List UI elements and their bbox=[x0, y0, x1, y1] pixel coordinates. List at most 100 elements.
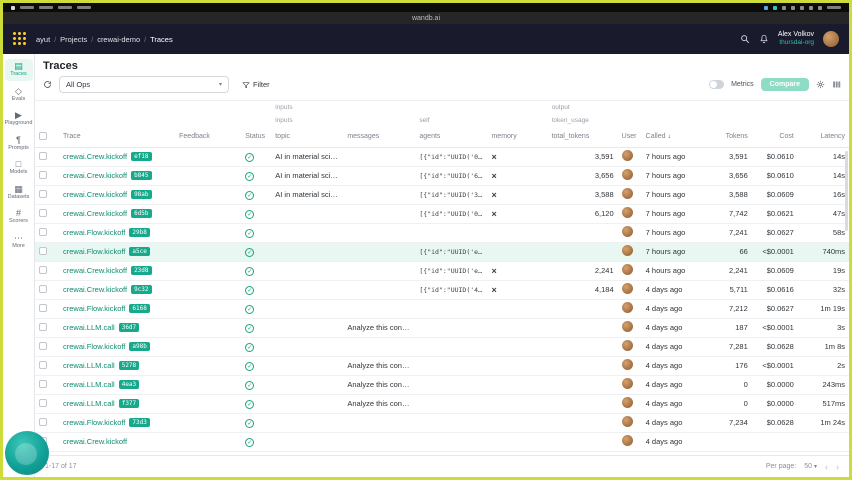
trace-row[interactable]: crewai.Flow.kickoff 73d3 ✓ 4 days ago 7,234 $… bbox=[35, 413, 849, 433]
ops-filter-select[interactable]: All Ops ▾ bbox=[59, 76, 229, 93]
col-header-memory[interactable]: memory bbox=[487, 127, 548, 148]
trace-row[interactable]: crewai.LLM.call 4ea3 ✓ Analyze this conten.… bbox=[35, 375, 849, 395]
col-header-agents[interactable]: agents bbox=[415, 127, 488, 148]
memory-cell bbox=[487, 413, 548, 433]
tokens-cell: 7,281 bbox=[703, 337, 752, 357]
row-checkbox[interactable] bbox=[39, 265, 47, 274]
col-header-messages[interactable]: messages bbox=[343, 127, 416, 148]
row-checkbox[interactable] bbox=[39, 341, 47, 350]
called-cell: 4 hours ago bbox=[641, 261, 704, 281]
sidebar-item-datasets[interactable]: ▦ Datasets bbox=[5, 182, 33, 204]
trace-link[interactable]: crewai.Flow.kickoff bbox=[63, 247, 126, 256]
trace-link[interactable]: crewai.Crew.kickoff bbox=[63, 285, 128, 294]
sidebar-item-evals[interactable]: ◇ Evals bbox=[5, 84, 33, 106]
col-header-total-tokens[interactable]: total_tokens bbox=[547, 127, 618, 148]
trace-link[interactable]: crewai.LLM.call bbox=[63, 380, 115, 389]
trace-link[interactable]: crewai.LLM.call bbox=[63, 399, 115, 408]
sidebar-item-more[interactable]: ⋯ More bbox=[5, 231, 33, 253]
refresh-icon[interactable] bbox=[43, 80, 52, 89]
breadcrumb-projects[interactable]: Projects bbox=[50, 35, 87, 44]
row-checkbox[interactable] bbox=[39, 189, 47, 198]
row-checkbox[interactable] bbox=[39, 170, 47, 179]
trace-link[interactable]: crewai.Crew.kickoff bbox=[63, 190, 128, 199]
sidebar-item-playground[interactable]: ▶ Playground bbox=[5, 108, 33, 130]
row-checkbox[interactable] bbox=[39, 417, 47, 426]
trace-link[interactable]: crewai.Crew.kickoff bbox=[63, 152, 128, 161]
trace-link[interactable]: crewai.Crew.kickoff bbox=[63, 171, 128, 180]
trace-link[interactable]: crewai.Crew.kickoff bbox=[63, 209, 128, 218]
cost-cell: <$0.0001 bbox=[751, 242, 798, 262]
trace-row[interactable]: crewai.Crew.kickoff b845 ✓ AI in material s… bbox=[35, 166, 849, 186]
trace-link[interactable]: crewai.Crew.kickoff bbox=[63, 266, 128, 275]
table-scrollbar[interactable] bbox=[845, 151, 848, 231]
trace-row[interactable]: crewai.Flow.kickoff 6168 ✓ 4 days ago 7,212 $… bbox=[35, 299, 849, 319]
trace-link[interactable]: crewai.LLM.call bbox=[63, 323, 115, 332]
col-header-tokens[interactable]: Tokens bbox=[703, 127, 752, 148]
trace-link[interactable]: crewai.Flow.kickoff bbox=[63, 228, 126, 237]
col-header-called[interactable]: Called ↓ bbox=[641, 127, 704, 148]
status-cell: ✓ bbox=[241, 166, 272, 186]
metrics-toggle[interactable] bbox=[709, 80, 725, 89]
col-header-user[interactable]: User bbox=[617, 127, 642, 148]
trace-row[interactable]: crewai.Crew.kickoff 98ab ✓ AI in material s… bbox=[35, 185, 849, 205]
trace-row[interactable]: crewai.Flow.kickoff 29b8 ✓ 7 hours ago 7,241… bbox=[35, 223, 849, 243]
col-header-cost[interactable]: Cost bbox=[751, 127, 798, 148]
cost-cell: $0.0000 bbox=[751, 394, 798, 414]
select-all-checkbox[interactable] bbox=[39, 131, 47, 140]
trace-row[interactable]: crewai.LLM.call 5278 ✓ Analyze this conten.… bbox=[35, 356, 849, 376]
sidebar-item-prompts[interactable]: ¶ Prompts bbox=[5, 133, 33, 155]
wandb-logo-icon[interactable] bbox=[13, 31, 28, 47]
col-header-trace[interactable]: Trace bbox=[59, 127, 176, 148]
row-checkbox[interactable] bbox=[39, 322, 47, 331]
trace-row[interactable]: crewai.Crew.kickoff 23d8 ✓ [{"id":"UUID('e8… bbox=[35, 261, 849, 281]
col-header-latency[interactable]: Latency bbox=[797, 127, 849, 148]
user-avatar[interactable] bbox=[823, 31, 839, 47]
next-page-icon[interactable]: › bbox=[836, 461, 839, 472]
trace-row[interactable]: crewai.LLM.call f377 ✓ Analyze this conten.… bbox=[35, 394, 849, 414]
row-checkbox[interactable] bbox=[39, 151, 47, 160]
status-cell: ✓ bbox=[241, 299, 272, 319]
row-checkbox[interactable] bbox=[39, 360, 47, 369]
row-checkbox[interactable] bbox=[39, 303, 47, 312]
breadcrumb-project[interactable]: crewai-demo bbox=[87, 35, 140, 44]
trace-row[interactable]: crewai.Crew.kickoff 6d5b ✓ [{"id":"UUID('04… bbox=[35, 204, 849, 224]
columns-grid-icon[interactable] bbox=[832, 80, 841, 89]
trace-row[interactable]: crewai.Crew.kickoff 9c32 ✓ [{"id":"UUID('45… bbox=[35, 280, 849, 300]
row-checkbox[interactable] bbox=[39, 227, 47, 236]
trace-row[interactable]: crewai.Flow.kickoff a98b ✓ 4 days ago 7,281 $… bbox=[35, 337, 849, 357]
user-info[interactable]: Alex Volkov thursdai-org bbox=[778, 31, 814, 47]
row-checkbox[interactable] bbox=[39, 246, 47, 255]
filter-button[interactable]: Filter bbox=[236, 76, 276, 93]
sidebar-item-scorers[interactable]: # Scorers bbox=[5, 206, 33, 228]
compare-button[interactable]: Compare bbox=[760, 78, 809, 91]
settings-gear-icon[interactable] bbox=[816, 80, 825, 89]
col-header-topic[interactable]: topic bbox=[271, 127, 344, 148]
tokens-cell: 7,234 bbox=[703, 413, 752, 433]
row-checkbox[interactable] bbox=[39, 398, 47, 407]
messages-cell bbox=[343, 337, 416, 357]
breadcrumb-entity[interactable]: ayut bbox=[36, 34, 51, 44]
trace-row[interactable]: crewai.Crew.kickoff ef18 ✓ AI in material s… bbox=[35, 147, 849, 167]
trace-row[interactable]: crewai.Crew.kickoff ✓ 4 days ago bbox=[35, 432, 849, 452]
trace-link[interactable]: crewai.Flow.kickoff bbox=[63, 342, 126, 351]
feedback-cell bbox=[175, 204, 242, 224]
trace-row[interactable]: crewai.LLM.call 36d7 ✓ Analyze this conten.… bbox=[35, 318, 849, 338]
row-checkbox[interactable] bbox=[39, 284, 47, 293]
trace-link[interactable]: crewai.LLM.call bbox=[63, 361, 115, 370]
sidebar-item-models[interactable]: □ Models bbox=[5, 157, 33, 179]
col-header-status[interactable]: Status bbox=[241, 127, 272, 148]
col-header-feedback[interactable]: Feedback bbox=[175, 127, 242, 148]
trace-link[interactable]: crewai.Flow.kickoff bbox=[63, 304, 126, 313]
trace-row[interactable]: crewai.Flow.kickoff a5ce ✓ [{"id":"UUID('e8… bbox=[35, 242, 849, 262]
trace-link[interactable]: crewai.Crew.kickoff bbox=[63, 437, 128, 446]
row-checkbox[interactable] bbox=[39, 379, 47, 388]
prev-page-icon[interactable]: ‹ bbox=[825, 461, 828, 472]
agents-cell: [{"id":"UUID('37bf6... bbox=[415, 185, 488, 205]
trace-link[interactable]: crewai.Flow.kickoff bbox=[63, 418, 126, 427]
cost-cell: $0.0610 bbox=[751, 147, 798, 167]
per-page-select[interactable]: 50 ▾ bbox=[804, 463, 817, 470]
notifications-bell-icon[interactable] bbox=[759, 34, 769, 44]
search-icon[interactable] bbox=[740, 34, 750, 44]
sidebar-item-traces[interactable]: ▤ Traces bbox=[4, 59, 33, 81]
row-checkbox[interactable] bbox=[39, 208, 47, 217]
